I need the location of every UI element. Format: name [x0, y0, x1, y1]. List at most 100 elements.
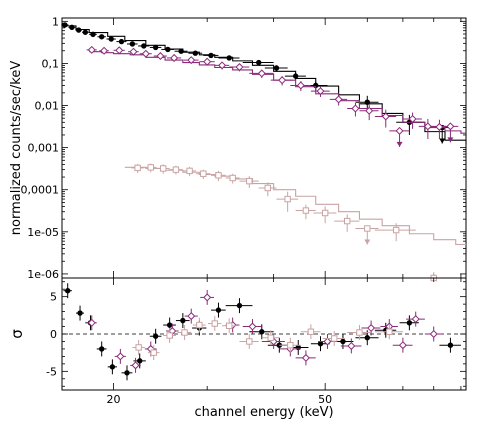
spectrum-x-ticks [113, 18, 462, 278]
x-tick-label: 50 [318, 393, 332, 406]
data-marker-square [386, 328, 393, 335]
data-marker-diamond [115, 46, 124, 55]
spectrum-frame [61, 17, 467, 279]
upper-limit-arrow [396, 141, 403, 147]
data-marker-square [246, 177, 253, 185]
data-marker-square [166, 332, 173, 339]
data-marker-dot [215, 307, 222, 313]
data-marker-diamond [398, 341, 407, 350]
series-group [86, 45, 466, 147]
data-marker-diamond [367, 324, 376, 333]
spectrum-data [61, 22, 467, 282]
data-marker-square [215, 172, 222, 179]
data-marker-diamond [129, 47, 138, 56]
data-marker-diamond [435, 122, 444, 131]
data-marker-dot [152, 333, 159, 339]
data-marker-diamond [87, 318, 96, 327]
data-marker-diamond [170, 53, 179, 62]
data-marker-square [225, 322, 233, 329]
data-marker-dot [98, 346, 105, 352]
data-marker-dot [108, 36, 114, 42]
data-marker-dot [124, 370, 130, 376]
upper-limit-arrow [364, 239, 371, 245]
y-tick-label: 0,001 [28, 142, 60, 155]
data-marker-square [134, 164, 141, 172]
residual-data [63, 283, 461, 381]
data-marker-square [302, 207, 310, 214]
data-marker-dot [65, 287, 71, 294]
data-marker-square [147, 164, 154, 171]
series-group [61, 22, 467, 145]
data-marker-dot [447, 342, 454, 348]
data-marker-diamond [301, 353, 310, 362]
spectrum-y-axis-label: normalized counts/sec/keV [9, 61, 24, 236]
data-marker-dot [192, 50, 199, 56]
data-marker-diamond [203, 293, 212, 302]
data-marker-square [264, 184, 271, 192]
data-marker-square [331, 335, 338, 342]
data-marker-square [211, 320, 218, 327]
data-marker-diamond [141, 49, 150, 58]
data-marker-diamond [411, 315, 420, 324]
data-marker-square [229, 174, 236, 182]
y-tick-label: 0,01 [35, 100, 60, 113]
residual-y-axis-label: σ [8, 329, 26, 339]
data-marker-diamond [187, 312, 196, 321]
data-marker-square [246, 338, 253, 345]
data-marker-diamond [316, 87, 325, 96]
data-marker-diamond [408, 114, 417, 123]
data-marker-dot [226, 55, 232, 61]
data-marker-dot [317, 341, 324, 347]
data-marker-diamond [429, 329, 438, 339]
data-marker-diamond [248, 322, 257, 331]
y-tick-label: 1e-06 [27, 268, 59, 281]
data-marker-dot [62, 22, 68, 28]
residual-series-group [86, 289, 443, 373]
data-marker-square [321, 209, 329, 217]
data-marker-diamond [235, 63, 244, 72]
y-tick-label: -5 [46, 365, 57, 378]
data-marker-diamond [100, 46, 109, 55]
data-marker-dot [273, 65, 280, 71]
y-tick-label: 0,0001 [21, 184, 60, 197]
data-marker-dot [69, 24, 75, 31]
residual-panel: 50-5 20 50 σ channel energy (keV) [8, 277, 467, 420]
data-marker-square [150, 349, 157, 356]
model-step-line [124, 166, 466, 246]
data-marker-square [186, 167, 193, 175]
data-marker-diamond [296, 81, 305, 90]
data-marker-dot [129, 41, 136, 47]
y-tick-label: 5 [50, 291, 57, 304]
data-marker-dot [118, 38, 125, 45]
upper-limit-arrow [447, 137, 454, 143]
data-marker-diamond [351, 104, 360, 113]
data-marker-dot [208, 52, 214, 59]
data-marker-diamond [187, 56, 196, 65]
data-marker-diamond [365, 106, 374, 115]
data-marker-square [172, 166, 180, 173]
data-marker-square [307, 328, 315, 335]
x-tick-label: 20 [107, 393, 121, 406]
data-marker-dot [152, 44, 159, 51]
data-marker-square [284, 195, 291, 203]
y-tick-label: 0,1 [42, 57, 60, 70]
data-marker-dot [236, 302, 243, 309]
data-marker-dot [364, 335, 370, 341]
model-step-line [62, 25, 467, 145]
data-marker-dot [82, 29, 89, 35]
data-marker-diamond [334, 95, 343, 104]
data-marker-dot [166, 322, 173, 328]
data-marker-square [196, 321, 203, 329]
data-marker-square [287, 342, 294, 349]
residual-x-axis: 20 50 [107, 278, 462, 406]
data-marker-dot [364, 99, 370, 105]
data-marker-diamond [116, 352, 125, 361]
data-marker-diamond [446, 122, 455, 131]
data-marker-diamond [131, 361, 140, 370]
data-marker-diamond [381, 112, 390, 121]
data-marker-diamond [87, 45, 96, 54]
data-marker-dot [259, 329, 265, 335]
data-marker-square [343, 217, 351, 225]
data-marker-dot [292, 73, 299, 79]
